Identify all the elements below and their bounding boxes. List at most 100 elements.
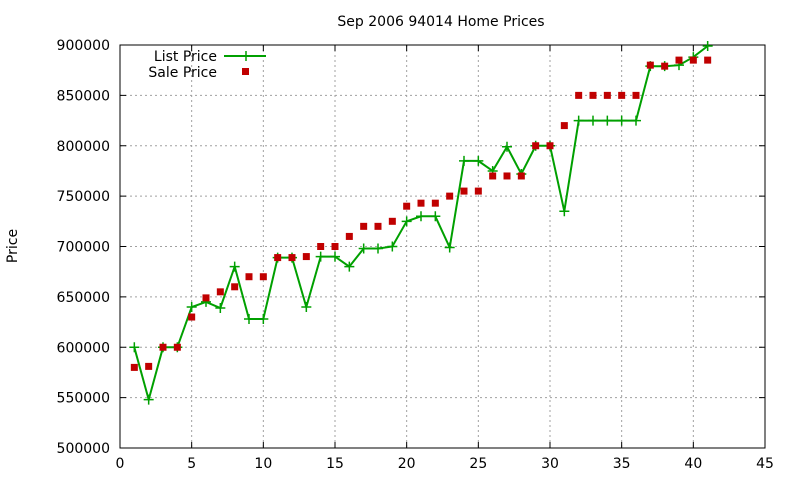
list-price-point bbox=[416, 211, 426, 222]
list-price-point bbox=[588, 115, 598, 126]
plot-frame bbox=[119, 44, 766, 449]
y-tick-label: 700000 bbox=[57, 240, 110, 256]
sale-price-point bbox=[417, 199, 425, 207]
sale-price-point bbox=[245, 273, 253, 281]
sale-price-point bbox=[360, 222, 368, 230]
y-axis: 500000 550000 600000 650000 700000 750000 8000… bbox=[57, 38, 765, 457]
list-price-point bbox=[573, 115, 584, 126]
sale-price-point bbox=[474, 187, 482, 195]
sale-price-point bbox=[202, 294, 210, 302]
grid bbox=[120, 45, 765, 448]
legend-label-sale-price: Sale Price bbox=[148, 65, 217, 81]
sale-price-point bbox=[632, 91, 640, 99]
list-price-point bbox=[244, 314, 254, 325]
list-price-point bbox=[473, 155, 484, 166]
sale-price-point bbox=[188, 313, 196, 321]
sale-price-point bbox=[274, 254, 282, 262]
x-tick-label: 35 bbox=[613, 456, 631, 472]
sale-price-point bbox=[259, 273, 267, 281]
list-price-point bbox=[186, 301, 197, 312]
sale-price-point bbox=[446, 192, 454, 200]
legend-label-list-price: List Price bbox=[154, 49, 217, 65]
sale-price-point bbox=[689, 56, 697, 64]
sale-price-point bbox=[403, 202, 411, 210]
sale-price-point bbox=[546, 142, 554, 150]
sale-price-point bbox=[173, 343, 181, 351]
y-tick-label: 850000 bbox=[57, 88, 110, 104]
sale-price-point bbox=[646, 61, 654, 69]
x-tick-label: 20 bbox=[398, 456, 416, 472]
sale-price-point bbox=[145, 362, 153, 370]
legend-marker-list-price bbox=[241, 51, 251, 61]
list-price-point bbox=[301, 301, 312, 312]
list-price-point bbox=[616, 115, 627, 126]
list-price-point bbox=[229, 261, 240, 272]
sale-price-point bbox=[130, 363, 138, 371]
list-price-point bbox=[330, 251, 340, 262]
list-price-point bbox=[444, 242, 455, 253]
series-layer bbox=[129, 41, 713, 405]
list-price-point bbox=[129, 342, 140, 353]
list-price-point bbox=[559, 206, 570, 217]
sale-price-point bbox=[159, 343, 167, 351]
x-tick-label: 45 bbox=[756, 456, 774, 472]
x-tick-label: 30 bbox=[541, 456, 559, 472]
sale-price-point bbox=[517, 172, 525, 180]
list-price-point bbox=[373, 243, 383, 254]
sale-price-point bbox=[675, 56, 683, 64]
y-axis-label: Price bbox=[5, 229, 21, 263]
x-tick-label: 40 bbox=[684, 456, 702, 472]
list-price-point bbox=[502, 141, 512, 152]
series-sale-price bbox=[130, 56, 712, 371]
x-tick-label: 25 bbox=[469, 456, 487, 472]
sale-price-point bbox=[460, 187, 468, 195]
list-price-point bbox=[702, 41, 713, 52]
sale-price-point bbox=[231, 283, 239, 291]
sale-price-point bbox=[489, 172, 497, 180]
list-price-point bbox=[358, 243, 369, 254]
x-tick-label: 5 bbox=[187, 456, 196, 472]
sale-price-point bbox=[661, 62, 669, 70]
list-price-point bbox=[401, 216, 412, 227]
sale-price-point bbox=[503, 172, 511, 180]
chart-title: Sep 2006 94014 Home Prices bbox=[337, 14, 544, 30]
x-tick-label: 15 bbox=[326, 456, 344, 472]
list-price-point bbox=[215, 302, 226, 313]
list-price-point bbox=[315, 251, 326, 262]
sale-price-point bbox=[345, 232, 353, 240]
sale-price-point bbox=[302, 253, 310, 261]
legend: List Price Sale Price bbox=[148, 49, 266, 81]
sale-price-point bbox=[288, 254, 296, 262]
sale-price-point bbox=[575, 91, 583, 99]
list-price-point bbox=[430, 211, 441, 222]
sale-price-point bbox=[618, 91, 626, 99]
y-tick-label: 750000 bbox=[57, 189, 110, 205]
sale-price-point bbox=[331, 243, 339, 250]
x-tick-label: 0 bbox=[116, 456, 125, 472]
x-axis: 0 5 10 15 20 25 30 35 40 45 bbox=[116, 45, 774, 472]
sale-price-point bbox=[388, 217, 396, 225]
list-price-point bbox=[143, 394, 154, 405]
x-tick-label: 10 bbox=[254, 456, 272, 472]
y-tick-label: 550000 bbox=[57, 391, 110, 407]
y-tick-label: 600000 bbox=[57, 340, 110, 356]
list-price-point bbox=[258, 314, 269, 325]
list-price-point bbox=[459, 155, 469, 166]
sale-price-point bbox=[589, 91, 597, 99]
sale-price-point bbox=[704, 56, 712, 64]
sale-price-point bbox=[431, 199, 439, 207]
sale-price-point bbox=[216, 288, 224, 296]
legend-marker-sale-price bbox=[242, 68, 249, 75]
sale-price-point bbox=[603, 91, 611, 99]
list-price-point bbox=[602, 115, 613, 126]
sale-price-point bbox=[317, 243, 325, 250]
sale-price-point bbox=[560, 122, 568, 130]
y-tick-label: 900000 bbox=[57, 38, 110, 54]
y-tick-label: 650000 bbox=[57, 290, 110, 306]
sale-price-point bbox=[532, 142, 540, 150]
y-tick-label: 800000 bbox=[57, 139, 110, 155]
sale-price-point bbox=[374, 222, 382, 230]
list-price-point bbox=[387, 241, 398, 252]
list-price-point bbox=[344, 261, 355, 272]
